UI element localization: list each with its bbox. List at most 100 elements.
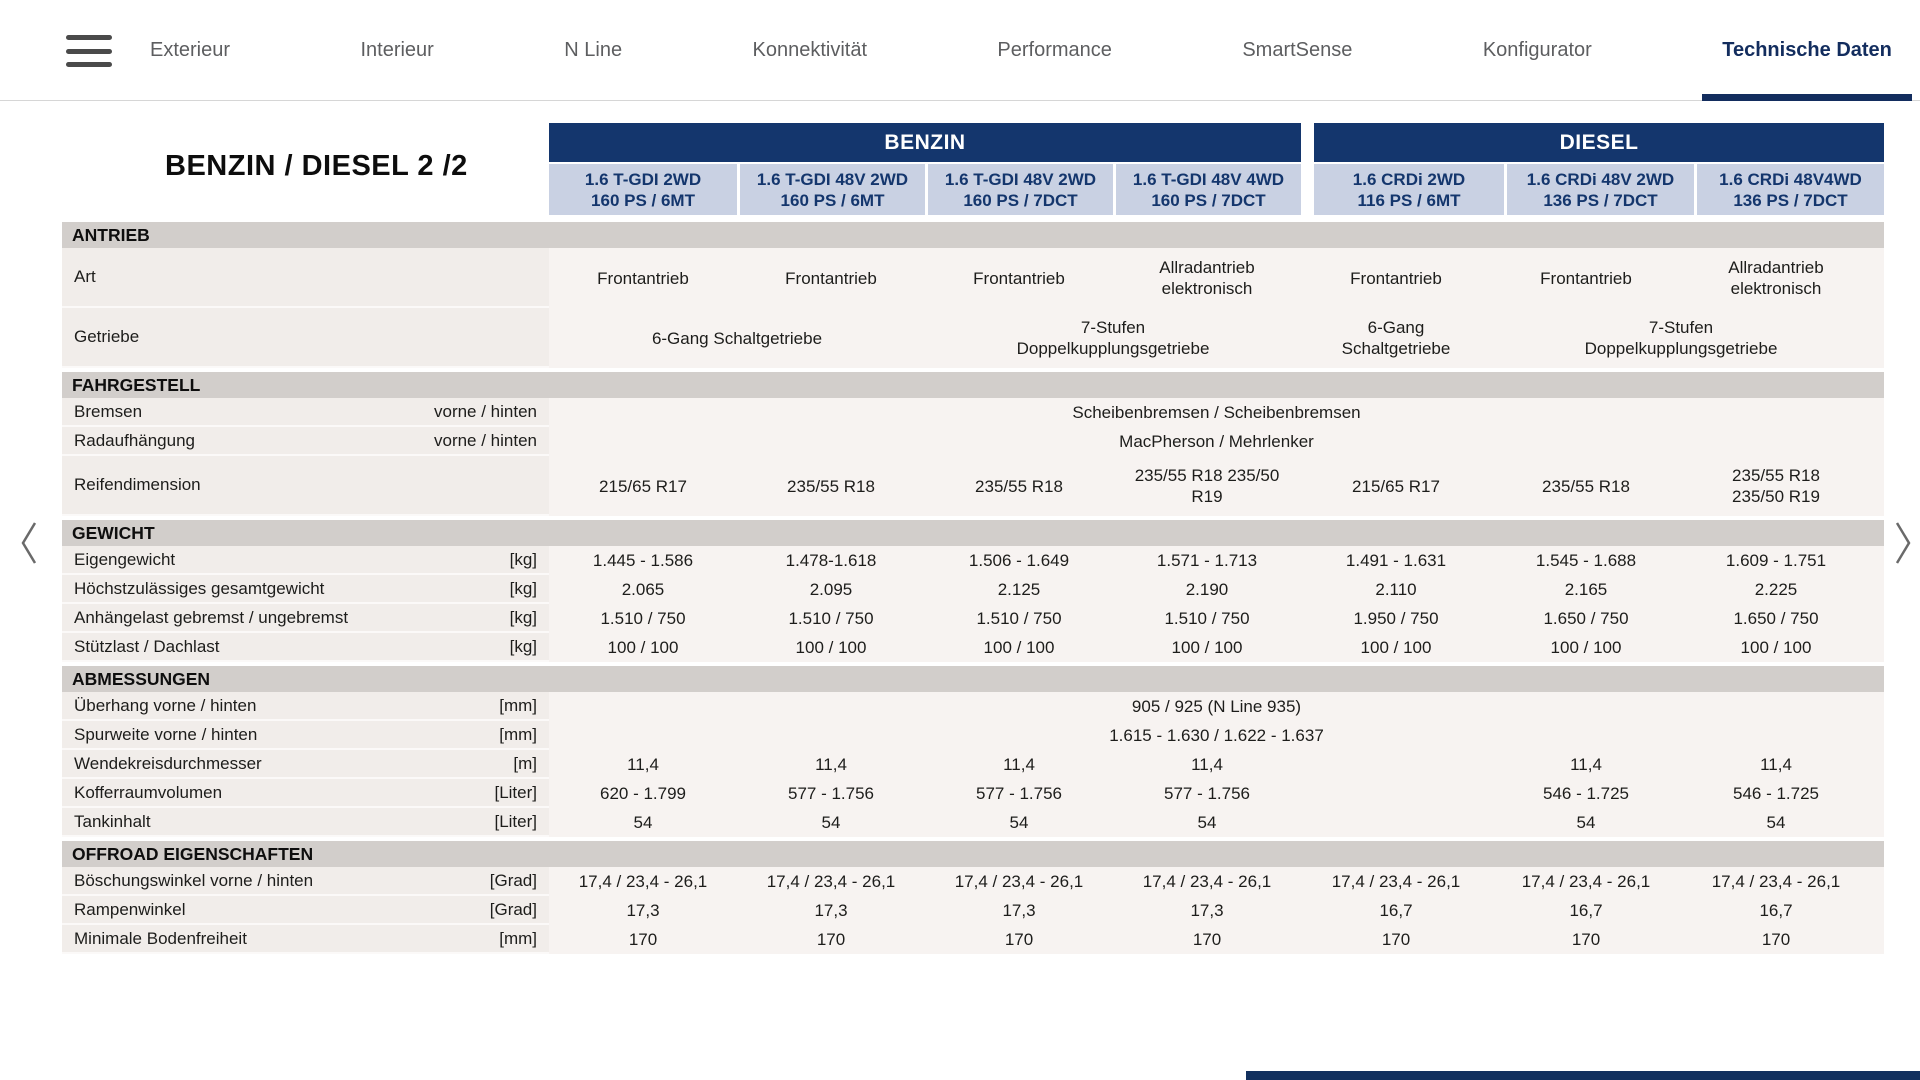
section-offroad-eigenschaften: OFFROAD EIGENSCHAFTEN Böschungswinkel vor… <box>62 841 1884 954</box>
column-header: 1.6 T-GDI 48V 2WD 160 PS / 6MT <box>737 164 925 215</box>
value-cell: 235/55 R18 235/50 R19 <box>1732 466 1820 506</box>
value-cell: 100 / 100 <box>1740 638 1812 657</box>
prev-page-button[interactable] <box>14 512 44 574</box>
value-cell: 17,3 <box>1190 901 1224 920</box>
sub-header-row: 1.6 CRDi 2WD 116 PS / 6MT 1.6 CRDi 48V 2WD… <box>1314 164 1884 215</box>
value-cell: 235/55 R18 235/50 R19 <box>1134 466 1280 506</box>
value-cell: 17,4 / 23,4 - 26,1 <box>1711 872 1841 891</box>
value-cell: MacPherson / Mehrlenker <box>1119 432 1314 451</box>
group-header-diesel: DIESEL <box>1314 123 1884 162</box>
value-cell: 170 <box>1004 930 1034 949</box>
row-label: Getriebe <box>74 327 140 346</box>
column-group-diesel: DIESEL 1.6 CRDi 2WD 116 PS / 6MT 1.6 CRDi 4… <box>1314 123 1884 215</box>
value-cell: 7-Stufen Doppelkupplungsgetriebe <box>1584 318 1778 358</box>
value-cell: 1.510 / 750 <box>788 609 874 628</box>
section-header-antrieb: ANTRIEB <box>62 222 1884 248</box>
section-fahrgestell: FAHRGESTELL Bremsen vorne / hinten Scheiben… <box>62 372 1884 516</box>
header-group-gap <box>1301 123 1314 215</box>
row-unit: [Grad] <box>489 870 537 890</box>
column-header-line2: 160 PS / 6MT <box>780 190 885 210</box>
value-cell: 577 - 1.756 <box>787 784 874 803</box>
value-cell: 17,4 / 23,4 - 26,1 <box>578 872 708 891</box>
nav-item-exterieur[interactable]: Exterieur <box>150 38 231 61</box>
row-label: Überhang vorne / hinten <box>74 695 257 715</box>
nav-item-interieur[interactable]: Interieur <box>360 38 434 61</box>
row-label: Tankinhalt <box>74 811 151 831</box>
menu-button[interactable] <box>66 35 112 67</box>
value-cell: 170 <box>1381 930 1411 949</box>
value-cell: 1.510 / 750 <box>600 609 686 628</box>
value-cell: 1.950 / 750 <box>1353 609 1439 628</box>
nav-item-performance[interactable]: Performance <box>997 38 1112 61</box>
row-unit: [Grad] <box>489 899 537 919</box>
value-cell: Frontantrieb <box>1350 268 1442 288</box>
row-values: 17,4 / 23,4 - 26,1 17,4 / 23,4 - 26,1 17,4… <box>549 867 1884 896</box>
scroll-indicator[interactable] <box>1246 1071 1920 1080</box>
value-cell: 620 - 1.799 <box>599 784 686 803</box>
row-unit: [kg] <box>509 636 537 656</box>
value-cell: 100 / 100 <box>1360 638 1432 657</box>
value-cell: Frontantrieb <box>597 268 689 288</box>
value-cell: 215/65 R17 <box>599 476 687 496</box>
value-cell: 170 <box>1192 930 1222 949</box>
spec-table: BENZIN 1.6 T-GDI 2WD 160 PS / 6MT 1.6 T-GDI… <box>62 123 1884 954</box>
nav-item-smartsense[interactable]: SmartSense <box>1242 38 1353 61</box>
column-header-line2: 160 PS / 6MT <box>591 190 695 210</box>
value-cell: 1.609 - 1.751 <box>1725 551 1827 570</box>
value-cell: 2.095 <box>809 580 853 599</box>
value-cell: 17,4 / 23,4 - 26,1 <box>1521 872 1651 891</box>
row-label-cell: Böschungswinkel vorne / hinten [Grad] <box>62 867 549 896</box>
value-cell: 577 - 1.756 <box>1163 784 1250 803</box>
row-unit: [kg] <box>509 549 537 569</box>
value-cell: 17,3 <box>814 901 848 920</box>
next-page-button[interactable] <box>1888 512 1918 574</box>
value-cell <box>1301 750 1491 779</box>
value-cell: 54 <box>821 813 841 832</box>
hamburger-bar <box>66 35 112 40</box>
nav-item-technische-daten[interactable]: Technische Daten <box>1702 0 1912 101</box>
section-header-abmessungen: ABMESSUNGEN <box>62 666 1884 692</box>
value-cell: Scheibenbremsen / Scheibenbremsen <box>1072 403 1361 422</box>
column-header-line1: 1.6 T-GDI 48V 4WD <box>1132 169 1285 189</box>
row-values: Scheibenbremsen / Scheibenbremsen <box>549 398 1884 427</box>
table-header: BENZIN 1.6 T-GDI 2WD 160 PS / 6MT 1.6 T-GDI… <box>549 123 1884 215</box>
row-label: Bremsen <box>74 401 143 421</box>
row-label-cell: Kofferraumvolumen [Liter] <box>62 779 549 808</box>
row-values: 620 - 1.799 577 - 1.756 577 - 1.756 577 - 1… <box>549 779 1884 808</box>
row-label-cell: Reifendimension <box>62 456 549 516</box>
value-cell: 100 / 100 <box>607 638 679 657</box>
value-cell: 577 - 1.756 <box>975 784 1062 803</box>
value-cell: 54 <box>1576 813 1596 832</box>
column-header: 1.6 T-GDI 2WD 160 PS / 6MT <box>549 164 737 215</box>
value-cell: 11,4 <box>1570 755 1602 774</box>
nav-item-konnektivit-t[interactable]: Konnektivität <box>752 38 867 61</box>
row-values: 1.510 / 750 1.510 / 750 1.510 / 750 1.510 /… <box>549 604 1884 633</box>
row-values: 17,3 17,3 17,3 17,3 16,7 16,7 16,7 <box>549 896 1884 925</box>
value-cell: 100 / 100 <box>983 638 1055 657</box>
row-values: 11,4 11,4 11,4 11,4 11,4 11,4 <box>549 750 1884 779</box>
row-label-cell: Art <box>62 248 549 308</box>
value-cell: 235/55 R18 <box>787 476 875 496</box>
row-values: MacPherson / Mehrlenker <box>549 427 1884 456</box>
table-row-bremsen: Bremsen vorne / hinten Scheibenbremsen / S… <box>62 398 1884 427</box>
table-row-kofferraumvolumen: Kofferraumvolumen [Liter] 620 - 1.799 577 -… <box>62 779 1884 808</box>
row-label: Spurweite vorne / hinten <box>74 724 258 744</box>
table-row-minimale-bodenfreiheit: Minimale Bodenfreiheit [mm] 170 170 170 170 17… <box>62 925 1884 954</box>
value-cell: 17,3 <box>626 901 660 920</box>
value-cell: 2.110 <box>1375 580 1417 599</box>
row-unit: vorne / hinten <box>433 430 537 450</box>
nav-item-konfigurator[interactable]: Konfigurator <box>1482 38 1592 61</box>
table-row-eigengewicht: Eigengewicht [kg] 1.445 - 1.586 1.478-1.618… <box>62 546 1884 575</box>
row-label-cell: Bremsen vorne / hinten <box>62 398 549 427</box>
column-header-line2: 116 PS / 6MT <box>1357 190 1461 210</box>
value-cell: 17,4 / 23,4 - 26,1 <box>766 872 896 891</box>
column-header-line1: 1.6 CRDi 48V4WD <box>1719 169 1862 189</box>
row-label-cell: Rampenwinkel [Grad] <box>62 896 549 925</box>
nav-item-n-line[interactable]: N Line <box>564 38 623 61</box>
value-cell: Frontantrieb <box>1540 268 1632 288</box>
value-cell: 54 <box>1009 813 1029 832</box>
value-cell: 2.065 <box>621 580 665 599</box>
hamburger-bar <box>66 62 112 67</box>
value-cell: 170 <box>1571 930 1601 949</box>
table-row-getriebe: Getriebe 6-Gang Schaltgetriebe 7-Stufen Do… <box>62 308 1884 368</box>
